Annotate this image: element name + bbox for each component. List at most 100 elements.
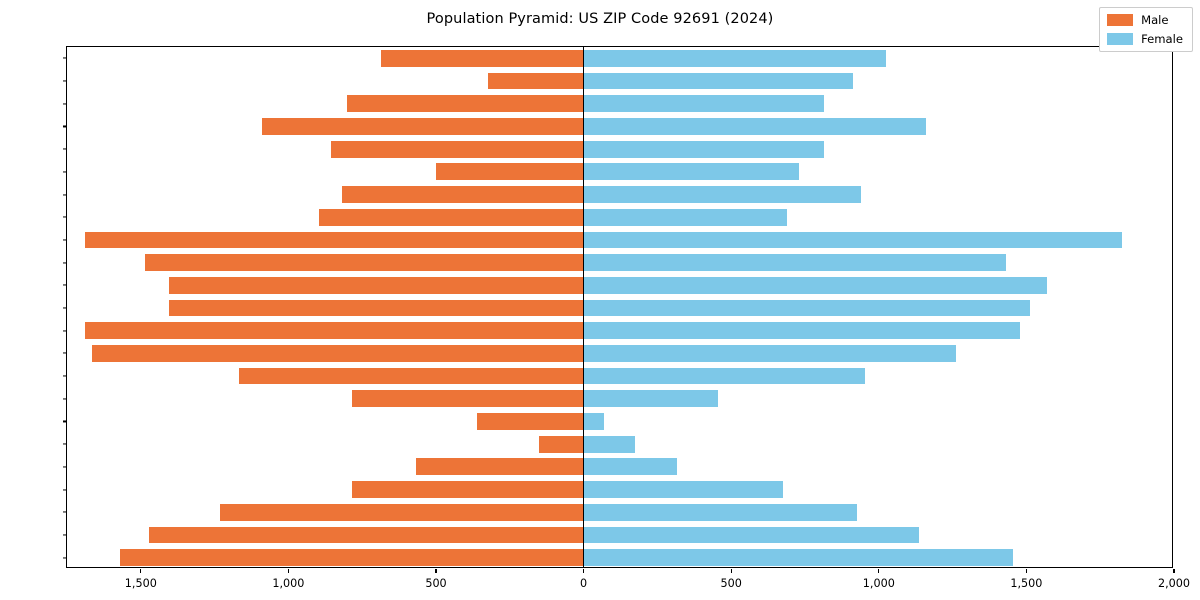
y-tick-mark — [63, 489, 67, 491]
bar-male-85- — [380, 49, 584, 67]
x-tick-label-3: 0 — [580, 577, 588, 590]
x-tick-label-6: 1,500 — [1010, 577, 1043, 590]
pyramid-row — [67, 299, 1172, 317]
legend-label-female: Female — [1141, 32, 1183, 46]
y-tick-mark — [63, 307, 67, 309]
x-tick-label-2: 500 — [425, 577, 447, 590]
bar-female-80-84 — [583, 72, 853, 90]
bar-female-75-79 — [583, 95, 824, 113]
bar-male-25-29 — [238, 367, 584, 385]
x-tick-mark — [730, 569, 732, 573]
y-tick-mark — [63, 125, 67, 127]
legend-swatch-female — [1107, 33, 1134, 45]
plot-inner — [67, 47, 1172, 567]
pyramid-row — [67, 503, 1172, 521]
pyramid-row — [67, 390, 1172, 408]
pyramid-row — [67, 458, 1172, 476]
bar-male-21 — [477, 413, 584, 430]
y-tick-mark — [63, 262, 67, 264]
bar-female-25-29 — [583, 367, 865, 385]
bar-male-80-84 — [487, 72, 584, 90]
bar-male-18-19 — [415, 458, 584, 476]
bar-male-30-34 — [92, 344, 584, 362]
bar-male-70-74 — [262, 118, 584, 135]
bar-male-75-79 — [346, 95, 584, 113]
bar-male-5-9 — [148, 526, 584, 544]
y-tick-mark — [63, 284, 67, 286]
bar-female-5-9 — [583, 526, 919, 544]
x-tick-mark — [1173, 569, 1175, 573]
bar-female-15-17 — [583, 481, 784, 498]
y-tick-mark — [63, 193, 67, 196]
bar-female-under-5 — [583, 549, 1014, 567]
bar-male-50-54 — [144, 254, 584, 271]
pyramid-row — [67, 322, 1172, 340]
bar-female-21 — [583, 413, 605, 430]
bar-female-65-66 — [583, 163, 800, 181]
chart-title: Population Pyramid: US ZIP Code 92691 (2… — [426, 11, 774, 27]
bar-male-65-66 — [436, 163, 584, 181]
y-tick-mark — [63, 511, 67, 513]
x-tick-mark — [287, 569, 289, 573]
legend-item-male: Male — [1107, 13, 1183, 27]
y-tick-mark — [63, 148, 67, 150]
x-tick-label-0: 1,500 — [124, 577, 157, 590]
pyramid-row — [67, 163, 1172, 181]
pyramid-row — [67, 208, 1172, 226]
bar-female-30-34 — [583, 344, 956, 362]
bar-male-60-61 — [318, 208, 584, 226]
pyramid-row — [67, 231, 1172, 249]
pyramid-row — [67, 186, 1172, 203]
bar-female-45-49 — [583, 276, 1047, 294]
bar-male-15-17 — [351, 481, 584, 498]
x-tick-mark — [878, 569, 880, 573]
bar-female-85- — [583, 49, 887, 67]
x-tick-label-4: 500 — [720, 577, 742, 590]
y-tick-mark — [63, 171, 67, 173]
plot-area: 85+80-8475-7970-7467-6965-6662-6460-6155… — [63, 46, 1190, 590]
y-tick-mark — [63, 239, 67, 241]
pyramid-row — [67, 435, 1172, 453]
y-tick-mark — [63, 375, 67, 377]
bar-female-10-14 — [583, 503, 857, 521]
chart-legend: Male Female — [1099, 7, 1193, 52]
y-tick-mark — [63, 103, 67, 105]
bar-male-40-44 — [169, 299, 584, 317]
bar-male-35-39 — [84, 322, 584, 340]
bar-male-10-14 — [219, 503, 584, 521]
y-tick-mark — [63, 466, 67, 468]
bar-male-20 — [539, 435, 584, 453]
bar-male-under-5 — [119, 549, 584, 567]
pyramid-row — [67, 49, 1172, 67]
bar-female-67-69 — [583, 140, 824, 158]
x-tick-mark — [435, 569, 437, 573]
bar-male-45-49 — [168, 276, 584, 294]
y-tick-mark — [63, 557, 67, 559]
bar-female-20 — [583, 435, 636, 453]
pyramid-row — [67, 95, 1172, 113]
pyramid-row — [67, 549, 1172, 567]
pyramid-row — [67, 72, 1172, 90]
pyramid-row — [67, 118, 1172, 135]
y-tick-mark — [63, 534, 67, 536]
pyramid-row — [67, 367, 1172, 385]
x-tick-label-5: 1,000 — [862, 577, 895, 590]
bar-male-55-59 — [84, 231, 584, 249]
bar-male-22-24 — [351, 390, 584, 408]
legend-label-male: Male — [1141, 13, 1169, 27]
x-tick-mark — [140, 569, 142, 573]
bar-female-50-54 — [583, 254, 1007, 271]
bar-male-62-64 — [341, 186, 584, 203]
y-tick-mark — [63, 352, 67, 354]
x-tick-label-7: 2,000 — [1157, 577, 1191, 590]
x-tick-label-1: 1,000 — [272, 577, 305, 590]
pyramid-row — [67, 140, 1172, 158]
x-tick-mark — [583, 569, 585, 573]
pyramid-row — [67, 481, 1172, 498]
y-tick-mark — [63, 80, 67, 82]
pyramid-row — [67, 413, 1172, 430]
pyramid-row — [67, 344, 1172, 362]
y-tick-mark — [63, 398, 67, 400]
bar-female-55-59 — [583, 231, 1122, 249]
